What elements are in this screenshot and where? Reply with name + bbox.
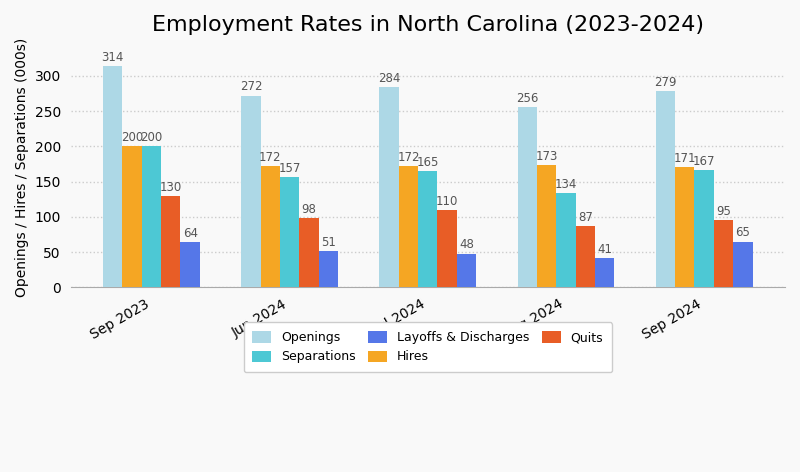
Bar — [537, 165, 556, 287]
Bar — [261, 166, 280, 287]
Text: 157: 157 — [278, 161, 301, 175]
Legend: Openings, Separations, Layoffs & Discharges, Hires, Quits: Openings, Separations, Layoffs & Dischar… — [244, 322, 612, 372]
Text: 171: 171 — [674, 152, 696, 165]
Text: 98: 98 — [302, 203, 317, 216]
Bar — [675, 167, 694, 287]
Bar — [299, 218, 318, 287]
Bar — [161, 196, 181, 287]
Text: 65: 65 — [735, 227, 750, 239]
Text: 256: 256 — [516, 92, 538, 105]
Text: 87: 87 — [578, 211, 593, 224]
Bar — [576, 226, 595, 287]
Bar — [438, 210, 457, 287]
Bar — [418, 171, 438, 287]
Bar — [518, 107, 537, 287]
Text: 173: 173 — [535, 150, 558, 163]
Text: 200: 200 — [140, 131, 162, 144]
Y-axis label: Openings / Hires / Separations (000s): Openings / Hires / Separations (000s) — [15, 38, 29, 297]
Text: 110: 110 — [436, 195, 458, 208]
Text: 134: 134 — [555, 178, 577, 191]
Bar — [714, 220, 733, 287]
Text: 279: 279 — [654, 76, 677, 89]
Bar — [318, 252, 338, 287]
Text: 172: 172 — [398, 151, 420, 164]
Text: 284: 284 — [378, 72, 400, 85]
Bar — [595, 259, 614, 287]
Text: 41: 41 — [597, 244, 612, 256]
Text: 130: 130 — [160, 181, 182, 194]
Text: 272: 272 — [240, 81, 262, 93]
Bar — [379, 87, 399, 287]
Bar — [242, 96, 261, 287]
Bar — [694, 169, 714, 287]
Text: 48: 48 — [459, 238, 474, 252]
Bar — [280, 177, 299, 287]
Bar — [181, 242, 200, 287]
Bar — [103, 66, 122, 287]
Text: 200: 200 — [121, 131, 143, 144]
Bar — [142, 146, 161, 287]
Bar — [122, 146, 142, 287]
Text: 167: 167 — [693, 154, 715, 168]
Bar — [556, 193, 576, 287]
Text: 51: 51 — [321, 236, 336, 249]
Bar — [457, 253, 476, 287]
Bar — [733, 242, 753, 287]
Text: 314: 314 — [102, 51, 124, 64]
Bar — [656, 91, 675, 287]
Bar — [399, 166, 418, 287]
Text: 165: 165 — [417, 156, 439, 169]
Text: 95: 95 — [716, 205, 731, 218]
Text: 172: 172 — [259, 151, 282, 164]
Title: Employment Rates in North Carolina (2023-2024): Employment Rates in North Carolina (2023… — [152, 15, 704, 35]
Text: 64: 64 — [182, 227, 198, 240]
